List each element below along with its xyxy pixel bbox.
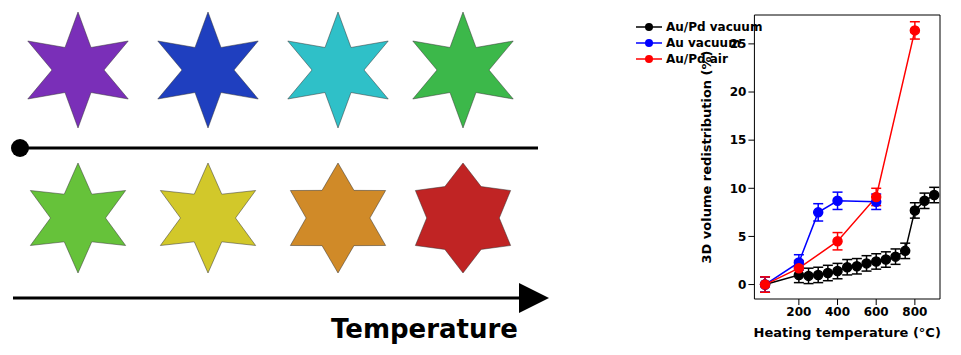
svg-text:Temperature: Temperature (331, 314, 518, 344)
svg-text:3D volume redistribution (%): 3D volume redistribution (%) (699, 50, 714, 263)
svg-text:Heating temperature (°C): Heating temperature (°C) (754, 325, 941, 340)
svg-text:400: 400 (825, 305, 850, 319)
svg-text:800: 800 (902, 305, 927, 319)
svg-text:25: 25 (730, 37, 747, 51)
svg-text:200: 200 (786, 305, 811, 319)
svg-text:600: 600 (864, 305, 889, 319)
svg-text:5: 5 (738, 230, 746, 244)
svg-text:10: 10 (730, 182, 747, 196)
svg-text:20: 20 (730, 85, 747, 99)
svg-text:15: 15 (730, 133, 747, 147)
svg-text:0: 0 (738, 278, 746, 292)
